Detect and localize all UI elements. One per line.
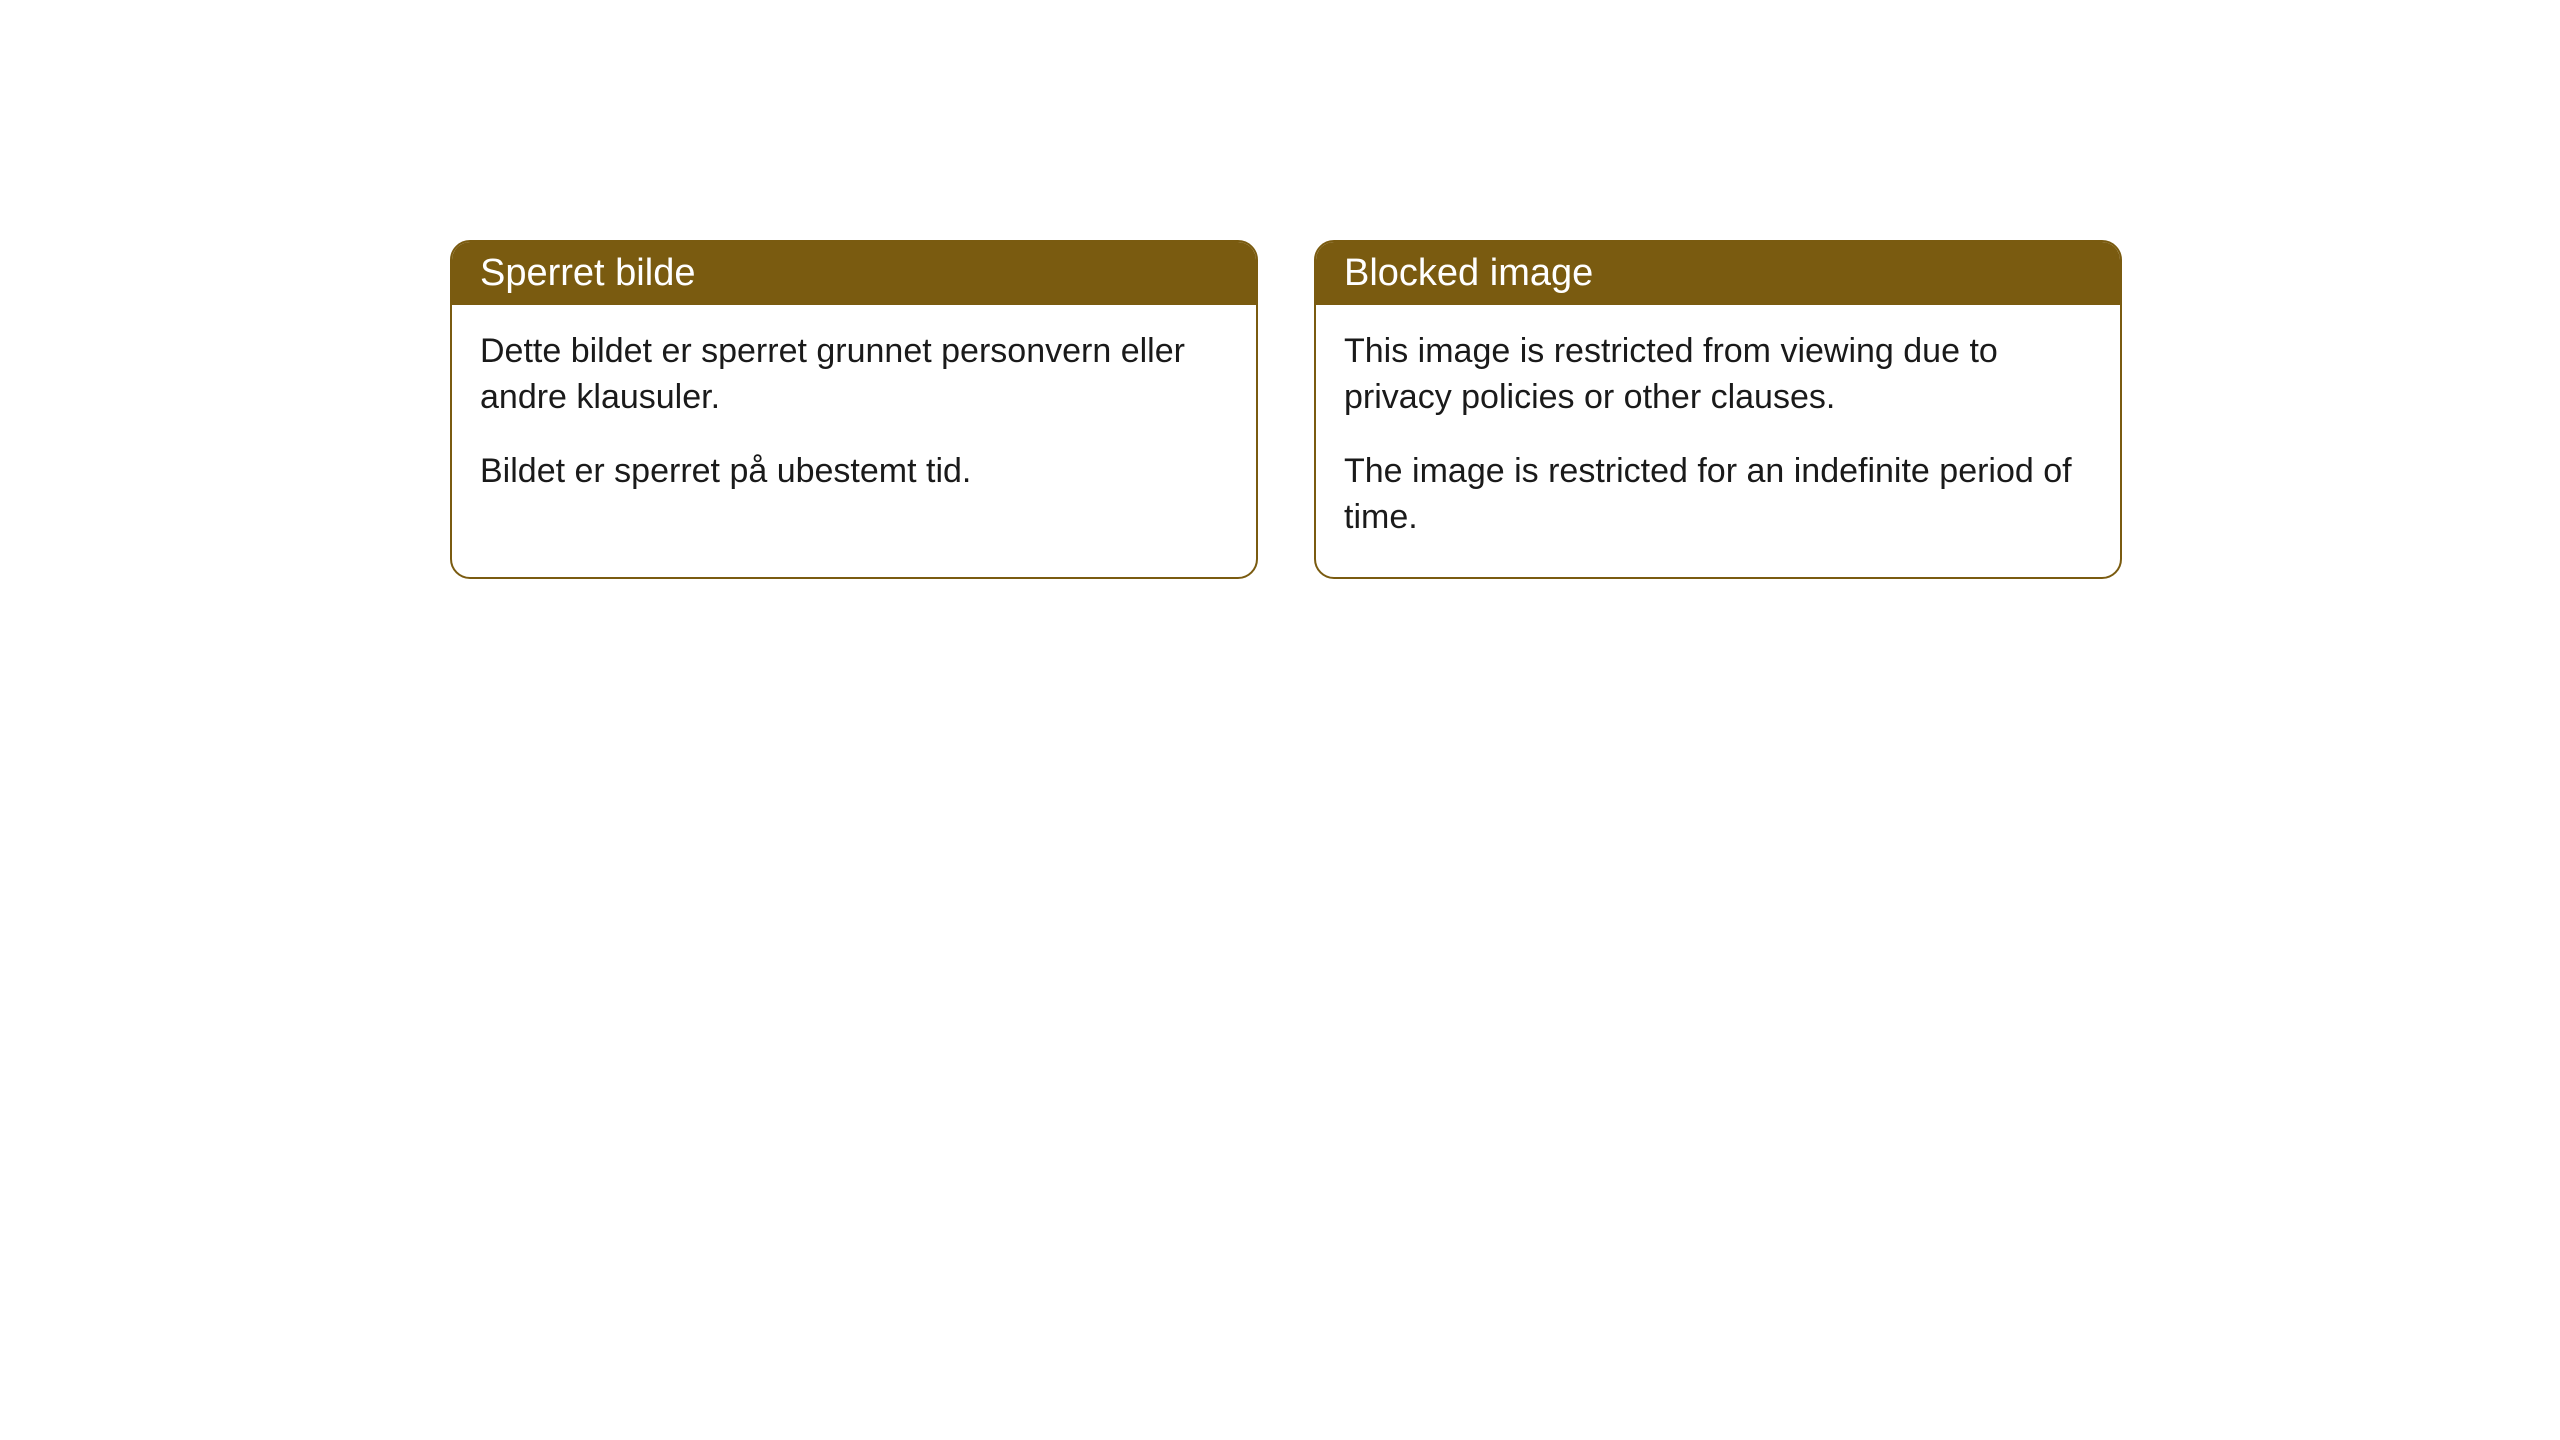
card-paragraph: Bildet er sperret på ubestemt tid. (480, 449, 1228, 495)
card-english: Blocked image This image is restricted f… (1314, 240, 2122, 579)
card-body-norwegian: Dette bildet er sperret grunnet personve… (452, 305, 1256, 531)
card-header-english: Blocked image (1316, 242, 2120, 305)
card-norwegian: Sperret bilde Dette bildet er sperret gr… (450, 240, 1258, 579)
card-header-norwegian: Sperret bilde (452, 242, 1256, 305)
card-paragraph: Dette bildet er sperret grunnet personve… (480, 329, 1228, 421)
card-paragraph: This image is restricted from viewing du… (1344, 329, 2092, 421)
card-body-english: This image is restricted from viewing du… (1316, 305, 2120, 577)
card-paragraph: The image is restricted for an indefinit… (1344, 449, 2092, 541)
cards-container: Sperret bilde Dette bildet er sperret gr… (450, 240, 2122, 579)
